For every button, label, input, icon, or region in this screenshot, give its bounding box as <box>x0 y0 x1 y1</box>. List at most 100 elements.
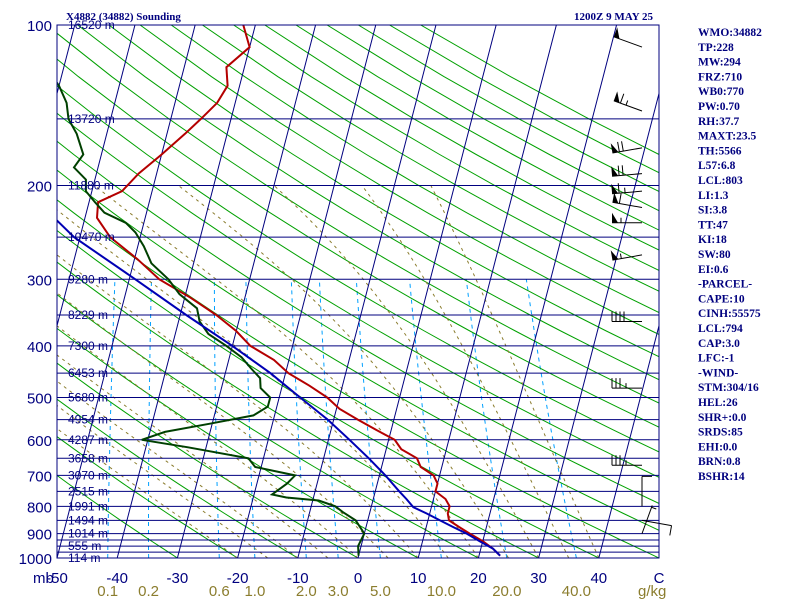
pressure-tick-label: 800 <box>27 499 52 516</box>
sounding-index: -PARCEL- <box>698 279 752 291</box>
barb-pennant <box>612 212 618 223</box>
height-label: 13720 m <box>68 112 115 126</box>
pressure-tick-label: 300 <box>27 272 52 289</box>
sounding-index: FRZ:710 <box>698 71 742 83</box>
temperature-tick-label: 20 <box>470 570 487 587</box>
isotherm <box>538 91 659 558</box>
background-grid <box>57 25 659 558</box>
height-label: 16520 m <box>68 18 115 32</box>
pressure-tick-label: 100 <box>27 18 52 35</box>
sounding-index: TT:47 <box>698 219 728 231</box>
dry-adiabat <box>57 140 659 504</box>
pressure-tick-label: 900 <box>27 527 52 544</box>
temperature-tick-label: 40 <box>590 570 607 587</box>
dewpoint-profile <box>57 81 366 556</box>
sounding-index: STM:304/16 <box>698 382 759 394</box>
sounding-index: RH:37.7 <box>698 116 739 128</box>
sounding-index: WB0:770 <box>698 86 744 98</box>
isotherm <box>176 25 317 558</box>
temperature-tick-label: -20 <box>227 570 249 587</box>
pressure-tick-label: 1000 <box>19 551 52 568</box>
mixing-ratio-tick-label: 10.0 <box>427 583 456 600</box>
sounding-index: BRN:0.8 <box>698 456 741 468</box>
barb-pennant <box>610 250 619 261</box>
barb-pennant <box>613 27 620 39</box>
height-label: 2515 m <box>68 484 108 498</box>
moist-adiabat <box>430 185 600 558</box>
barb-pennant <box>611 183 619 194</box>
isotherm <box>297 25 437 558</box>
sounding-index: MW:294 <box>698 57 741 69</box>
wind-barb <box>610 250 643 261</box>
sounding-profiles <box>57 25 501 557</box>
mixing-ratio-tick-label: 20.0 <box>492 583 521 600</box>
barb-flag <box>618 193 622 204</box>
sounding-index: PW:0.70 <box>698 101 740 113</box>
barb-flag <box>617 141 620 152</box>
mixing-ratio-tick-label: 1.0 <box>244 583 265 600</box>
temperature-tick-label: 10 <box>410 570 427 587</box>
sounding-index: KI:18 <box>698 234 727 246</box>
height-label: 5680 m <box>68 391 108 405</box>
temperature-tick-label: -30 <box>167 570 189 587</box>
sounding-index: LCL:803 <box>698 175 743 187</box>
sounding-index: EI:0.6 <box>698 264 729 276</box>
station-title: X4882 (34882) Sounding <box>66 11 181 23</box>
wind-barb <box>611 378 642 389</box>
wind-barb <box>611 183 643 195</box>
mixing-ratio-tick-label: 40.0 <box>562 583 591 600</box>
moist-adiabat <box>57 292 389 558</box>
sounding-index: TH:5566 <box>698 145 742 157</box>
barb-staff <box>641 505 653 534</box>
parcel-profile <box>57 219 501 557</box>
sounding-index: EHI:0.0 <box>698 441 738 453</box>
sounding-index: LI:1.3 <box>698 190 729 202</box>
barb-half-flag <box>625 100 629 106</box>
height-label: 6453 m <box>68 366 108 380</box>
temperature-tick-label: -40 <box>106 570 128 587</box>
temperature-tick-label: -50 <box>46 570 68 587</box>
barb-flag <box>619 93 625 104</box>
moist-adiabat <box>361 185 570 558</box>
wind-barb <box>641 505 657 534</box>
sounding-index: LFC:-1 <box>698 353 735 365</box>
mixing-ratio-tick-label: 3.0 <box>328 583 349 600</box>
height-label: 1494 m <box>68 513 108 527</box>
mixing-ratio-line <box>355 279 381 558</box>
sounding-index: LCL:794 <box>698 323 743 335</box>
height-label: 114 m <box>68 551 100 565</box>
wind-barb <box>612 212 642 224</box>
isotherm <box>237 25 377 558</box>
mixing-ratio-tick-label: 0.2 <box>138 583 159 600</box>
sounding-index: SW:80 <box>698 249 731 261</box>
sounding-index: SI:3.8 <box>698 205 727 217</box>
wind-barb <box>611 455 642 466</box>
pressure-unit-label: mb <box>33 570 54 587</box>
isotherm <box>598 323 659 558</box>
sounding-index: -WIND- <box>698 367 738 379</box>
barb-flag <box>669 525 673 536</box>
dry-adiabat <box>57 58 659 428</box>
isotherm <box>357 25 497 558</box>
sounding-index: L57:6.8 <box>698 160 736 172</box>
height-label: 3658 m <box>68 451 108 465</box>
height-label: 4287 m <box>68 433 108 447</box>
isotherm <box>116 25 256 558</box>
height-label: 4954 m <box>68 413 108 427</box>
wind-barb <box>611 165 643 177</box>
moist-adiabat <box>57 325 359 558</box>
sounding-index: CINH:55575 <box>698 308 761 320</box>
height-label: 1014 m <box>68 527 108 541</box>
mixing-ratio-line <box>409 279 442 558</box>
barb-staff <box>612 147 643 154</box>
sounding-index: MAXT:23.5 <box>698 131 756 143</box>
mixing-ratio-line <box>525 279 577 558</box>
wind-barb <box>641 475 652 507</box>
barb-flag <box>617 183 620 194</box>
barb-staff <box>612 190 643 195</box>
barb-staff <box>612 201 643 209</box>
height-label: 1991 m <box>68 499 108 513</box>
sounding-index: CAP:3.0 <box>698 338 740 350</box>
